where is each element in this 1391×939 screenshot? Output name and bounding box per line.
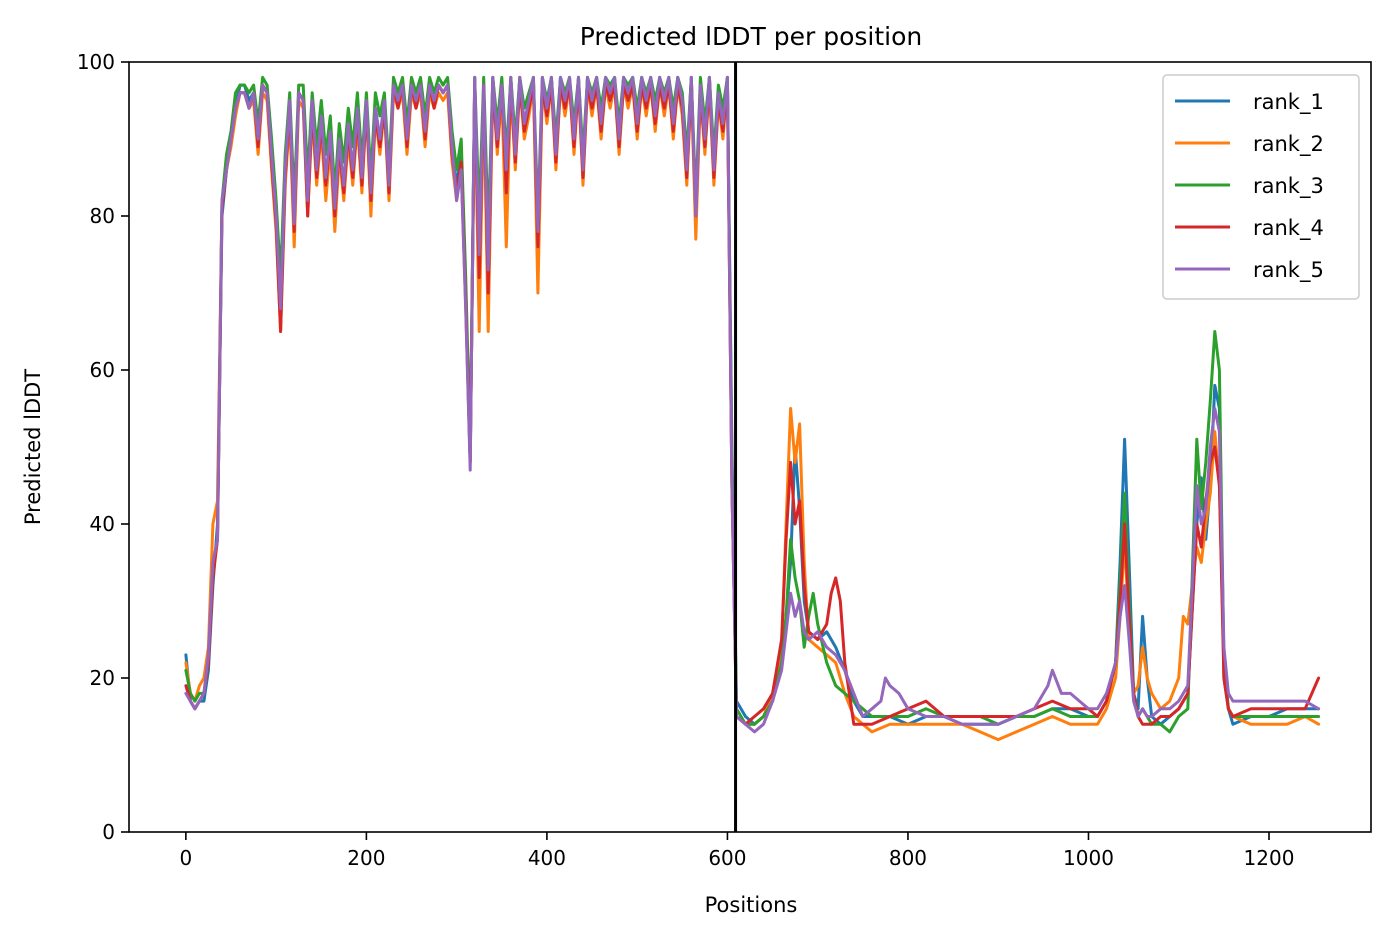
x-tick-label: 200 <box>347 846 385 870</box>
y-tick-label: 100 <box>77 50 115 74</box>
y-tick-label: 80 <box>90 204 115 228</box>
legend-label-rank_5: rank_5 <box>1253 258 1324 283</box>
x-tick-label: 600 <box>708 846 746 870</box>
chart-title: Predicted lDDT per position <box>580 22 922 51</box>
y-tick-label: 40 <box>90 512 115 536</box>
x-tick-label: 1000 <box>1063 846 1114 870</box>
legend-label-rank_1: rank_1 <box>1253 90 1324 115</box>
x-axis: 0 200 400 600 800 1000 1200 <box>179 832 1294 870</box>
y-tick-label: 20 <box>90 666 115 690</box>
legend-box <box>1162 74 1360 300</box>
series-layer <box>184 75 1321 742</box>
legend: rank_1 rank_2 rank_3 rank_4 rank_5 <box>1162 74 1360 300</box>
plot-frame <box>128 61 1372 833</box>
y-tick-label: 0 <box>102 820 115 844</box>
series-line-rank_5 <box>184 75 1321 734</box>
y-axis-title: Predicted lDDT <box>21 369 45 525</box>
x-tick-label: 400 <box>528 846 566 870</box>
y-tick-label: 60 <box>90 358 115 382</box>
x-axis-title: Positions <box>705 893 798 917</box>
legend-label-rank_2: rank_2 <box>1253 132 1324 157</box>
legend-label-rank_3: rank_3 <box>1253 174 1324 199</box>
y-axis: 0 20 40 60 80 100 <box>77 50 129 844</box>
legend-label-rank_4: rank_4 <box>1253 216 1324 241</box>
x-tick-label: 800 <box>889 846 927 870</box>
x-tick-label: 1200 <box>1244 846 1295 870</box>
x-tick-label: 0 <box>179 846 192 870</box>
